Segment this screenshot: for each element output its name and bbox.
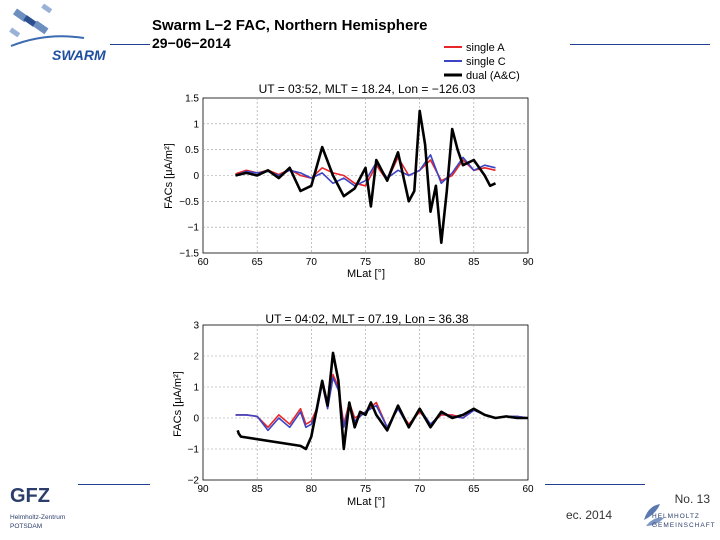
page-number: No. 13 — [674, 492, 710, 506]
y-tick-label: 1.5 — [185, 94, 199, 105]
header-rule-left — [110, 44, 150, 45]
footer-rule-right — [545, 484, 645, 485]
x-tick-label: 75 — [360, 484, 372, 495]
page-date: 29−06−2014 — [152, 35, 231, 51]
y-tick-label: −2 — [188, 476, 200, 487]
chart-panel-top: UT = 03:52, MLT = 18.24, Lon = −126.03 M… — [163, 82, 534, 280]
y-tick-label: 1 — [193, 383, 199, 394]
y-tick-label: 1 — [193, 119, 199, 130]
y-tick-label: 0 — [193, 171, 199, 182]
helmholtz-text-1: HELMHOLTZ — [652, 513, 700, 520]
series-line-single-a-top — [235, 156, 496, 187]
legend-label-single-a: single A — [466, 42, 505, 54]
x-tick-label: 85 — [252, 484, 264, 495]
x-tick-label: 60 — [522, 484, 534, 495]
x-tick-label: 70 — [414, 484, 426, 495]
gfz-logo-subtext-1: Helmholtz-Zentrum — [10, 514, 65, 521]
legend-label-single-c: single C — [466, 56, 506, 68]
x-tick-label: 70 — [306, 257, 318, 268]
x-tick-label: 90 — [197, 484, 209, 495]
chart-title-top: UT = 03:52, MLT = 18.24, Lon = −126.03 — [259, 82, 476, 96]
y-axis-label-bottom: FACs [μA/m²] — [172, 371, 184, 437]
legend: single A single C dual (A&C) — [440, 37, 535, 82]
swarm-logo-text: SWARM — [52, 47, 106, 63]
helmholtz-leaf-icon — [644, 504, 664, 526]
y-axis-label-top: FACs [μA/m²] — [163, 143, 175, 209]
x-tick-label: 80 — [414, 257, 426, 268]
y-tick-label: −1.5 — [179, 249, 199, 260]
x-tick-label: 75 — [360, 257, 372, 268]
series-line-dual-a-c-top — [235, 109, 497, 244]
y-tick-label: 3 — [193, 321, 199, 332]
swarm-logo: SWARM — [6, 3, 106, 66]
series-line-single-c-bottom — [235, 376, 529, 432]
x-tick-label: 80 — [306, 484, 318, 495]
y-tick-label: 2 — [193, 352, 199, 363]
series-line-single-c-top — [235, 154, 496, 187]
x-tick-label: 65 — [252, 257, 264, 268]
gfz-logo-text: GFZ — [10, 485, 50, 507]
y-tick-label: 0.5 — [185, 145, 199, 156]
helmholtz-logo: HELMHOLTZ GEMEINSCHAFT — [640, 500, 718, 534]
x-axis-label-top: MLat [°] — [347, 268, 385, 280]
x-tick-label: 60 — [197, 257, 209, 268]
satellite-icon — [9, 3, 85, 47]
series-line-dual-a-c-bottom — [236, 351, 528, 451]
x-tick-label: 85 — [468, 257, 480, 268]
chart-title-bottom: UT = 04:02, MLT = 07.19, Lon = 36.38 — [265, 312, 468, 326]
legend-label-dual: dual (A&C) — [466, 70, 520, 82]
x-tick-label: 90 — [522, 257, 534, 268]
header-rule-right — [570, 44, 710, 45]
x-tick-label: 65 — [468, 484, 480, 495]
chart-panel-bottom: UT = 04:02, MLT = 07.19, Lon = 36.38 MLa… — [172, 312, 534, 508]
y-tick-label: −1 — [188, 445, 200, 456]
x-axis-label-bottom: MLat [°] — [347, 496, 385, 508]
gfz-logo-subtext-2: POTSDAM — [10, 523, 42, 530]
helmholtz-text-2: GEMEINSCHAFT — [652, 522, 716, 529]
footer-date-fragment: ec. 2014 — [566, 508, 613, 522]
footer-rule-left — [78, 484, 150, 485]
y-tick-label: 0 — [193, 414, 199, 425]
page-title: Swarm L−2 FAC, Northern Hemisphere — [152, 17, 428, 34]
y-tick-label: −1 — [188, 223, 200, 234]
gfz-logo: GFZ Helmholtz-Zentrum POTSDAM — [8, 482, 78, 534]
y-tick-label: −0.5 — [179, 197, 199, 208]
